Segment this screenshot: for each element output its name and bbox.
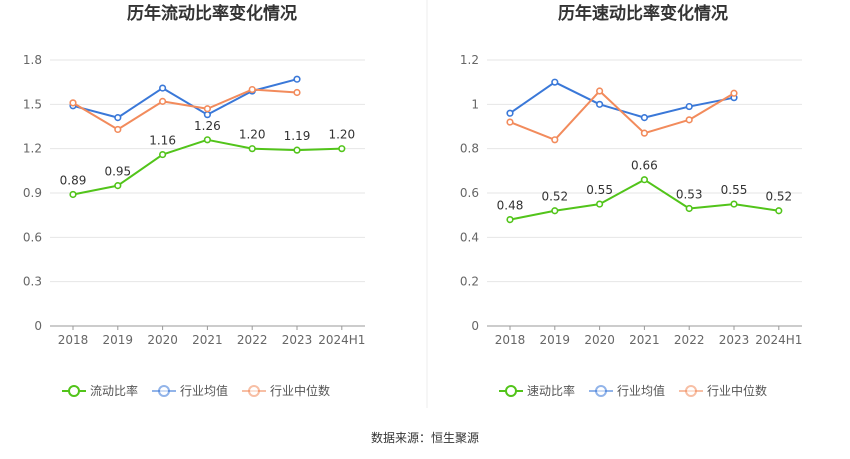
- legend-marker-icon: [68, 385, 80, 397]
- quick-ratio-chart: 历年速动比率变化情况 0 0.2 0.4 0.6 0.8 1 1.2 2018 2019 202…: [460, 3, 802, 398]
- data-point: [159, 150, 167, 159]
- chart-title: 历年速动比率变化情况: [558, 3, 728, 24]
- series-line: [509, 90, 735, 141]
- data-label: 1.26: [194, 119, 221, 133]
- y-tick-label: 0: [34, 319, 42, 333]
- y-tick-label: 1.5: [23, 97, 42, 111]
- data-point: [551, 207, 559, 215]
- y-tick-label: 0.2: [460, 275, 479, 289]
- x-tick-label: 2021: [629, 333, 660, 347]
- data-point: [506, 118, 514, 126]
- data-point: [730, 200, 738, 208]
- data-point: [293, 146, 301, 154]
- data-point: [69, 99, 77, 107]
- data-label: 1.20: [328, 128, 355, 142]
- x-tick-label: 2023: [282, 333, 313, 347]
- data-point: [338, 145, 346, 153]
- data-label: 0.89: [60, 173, 87, 187]
- data-point: [114, 125, 122, 134]
- data-point: [159, 97, 167, 105]
- source-note: 数据来源：恒生聚源: [370, 431, 479, 445]
- data-point: [595, 87, 604, 95]
- y-tick-label: 0.6: [460, 186, 479, 200]
- data-point: [69, 190, 77, 199]
- legend-label: 流动比率: [90, 383, 138, 398]
- data-label: 0.52: [541, 190, 568, 204]
- data-point: [640, 176, 649, 184]
- legend-label: 行业中位数: [707, 383, 767, 398]
- data-point: [685, 116, 693, 124]
- y-tick-label: 1.2: [23, 142, 42, 156]
- series-line: [72, 78, 298, 119]
- data-point: [506, 109, 514, 117]
- y-tick-label: 1.8: [23, 53, 42, 67]
- x-tick-label: 2021: [192, 333, 223, 347]
- x-tick-label: 2018: [58, 333, 89, 347]
- legend-marker-icon: [595, 385, 607, 397]
- current-ratio-chart: 历年流动比率变化情况 0 0.3 0.6 0.9 1.2 1.5 1.8 2018 2019 2…: [23, 3, 365, 398]
- x-tick-label: 2023: [719, 333, 750, 347]
- data-point: [595, 200, 604, 208]
- data-point: [551, 78, 559, 86]
- data-label: 1.19: [284, 129, 311, 143]
- y-tick-label: 0.4: [460, 230, 479, 244]
- data-label: 1.16: [149, 134, 176, 148]
- data-point: [248, 85, 256, 94]
- x-tick-label: 2022: [237, 333, 268, 347]
- data-label: 0.53: [676, 188, 703, 202]
- data-point: [551, 136, 559, 144]
- x-tick-label: 2019: [540, 333, 571, 347]
- data-label: 0.48: [497, 199, 524, 213]
- x-tick-label: 2020: [147, 333, 178, 347]
- y-tick-label: 0: [471, 319, 479, 333]
- data-point: [685, 204, 693, 213]
- data-point: [640, 129, 649, 137]
- legend-label: 行业均值: [180, 383, 228, 398]
- data-label: 0.95: [104, 165, 131, 179]
- data-point: [159, 84, 167, 92]
- data-point: [114, 182, 122, 190]
- data-point: [775, 207, 783, 215]
- data-point: [203, 136, 211, 144]
- data-point: [203, 111, 211, 119]
- data-point: [685, 102, 693, 111]
- legend-marker-icon: [158, 385, 170, 397]
- data-point: [730, 89, 738, 97]
- data-point: [293, 75, 301, 83]
- legend-label: 行业均值: [617, 383, 665, 398]
- data-point: [203, 105, 211, 113]
- legend-label: 速动比率: [527, 383, 575, 398]
- y-tick-label: 0.3: [23, 275, 42, 289]
- data-point: [640, 114, 649, 122]
- data-label: 0.52: [765, 190, 792, 204]
- data-label: 0.55: [721, 183, 748, 197]
- x-tick-label: 2022: [674, 333, 705, 347]
- x-tick-label: 2018: [495, 333, 526, 347]
- legend-marker-icon: [248, 385, 260, 397]
- data-label: 0.66: [631, 159, 658, 173]
- series-line: [72, 88, 298, 131]
- legend-marker-icon: [685, 385, 697, 397]
- y-tick-label: 0.9: [23, 186, 42, 200]
- x-tick-label: 2024H1: [318, 333, 365, 347]
- legend-label: 行业中位数: [270, 383, 330, 398]
- y-tick-label: 1.2: [460, 53, 479, 67]
- data-label: 0.55: [586, 183, 613, 197]
- data-label: 1.20: [239, 128, 266, 142]
- data-point: [293, 88, 301, 97]
- legend-marker-icon: [505, 385, 517, 397]
- data-point: [595, 100, 604, 108]
- y-tick-label: 1: [471, 97, 479, 111]
- y-tick-label: 0.8: [460, 142, 479, 156]
- x-tick-label: 2024H1: [755, 333, 802, 347]
- data-point: [506, 216, 514, 224]
- data-point: [248, 145, 256, 153]
- x-tick-label: 2020: [584, 333, 615, 347]
- x-tick-label: 2019: [103, 333, 134, 347]
- chart-title: 历年流动比率变化情况: [127, 3, 297, 24]
- y-tick-label: 0.6: [23, 230, 42, 244]
- data-point: [114, 114, 122, 122]
